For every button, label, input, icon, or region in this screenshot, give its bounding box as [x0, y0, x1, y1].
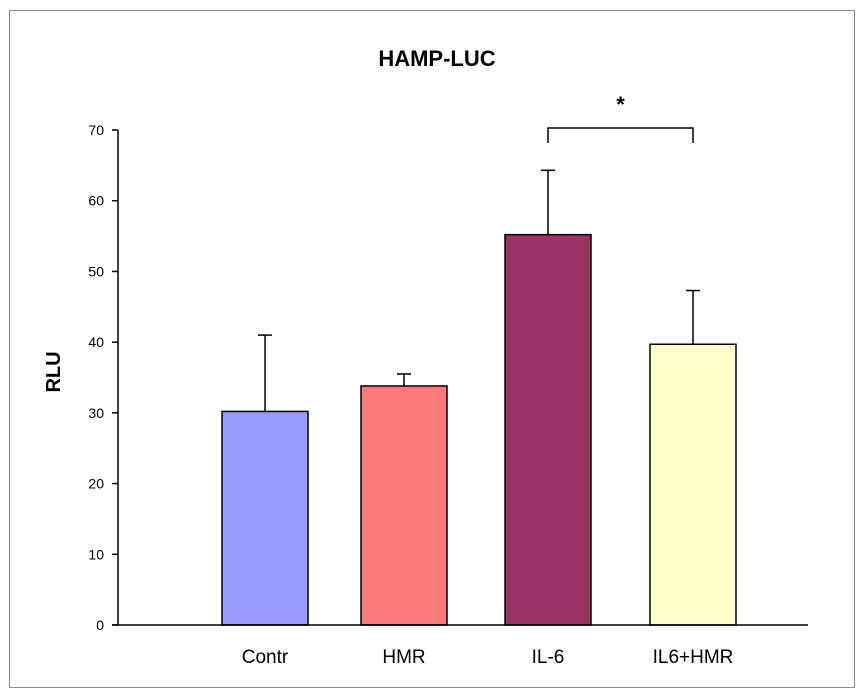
significance-layer: *	[547, 92, 694, 143]
y-tick-label: 60	[88, 193, 104, 209]
x-tick-label: IL6+HMR	[653, 647, 734, 668]
significance-marker: *	[616, 92, 625, 117]
axes-layer: Contr HMR IL-6 IL6+HMR 0 10 20 30 40 50 60 70	[88, 122, 808, 668]
bar-hmr	[360, 385, 448, 626]
significance-bracket	[547, 127, 694, 143]
y-tick-label: 0	[96, 617, 104, 633]
y-tick-label: 50	[88, 263, 104, 279]
y-tick-label: 30	[88, 405, 104, 421]
y-tick-label: 40	[88, 334, 104, 350]
bar-il6-hmr	[649, 343, 737, 626]
bar-contr	[221, 410, 309, 626]
x-tick-label: Contr	[242, 647, 289, 668]
x-tick-label: HMR	[382, 647, 425, 668]
y-tick-label: 20	[88, 476, 104, 492]
y-tick-label: 70	[88, 122, 104, 138]
x-tick-label: IL-6	[532, 647, 565, 668]
y-axis-label: RLU	[43, 351, 65, 392]
y-tick-label: 10	[88, 546, 104, 562]
bar-il-6	[504, 233, 592, 626]
chart-title: HAMP-LUC	[378, 46, 495, 71]
bars-layer	[221, 233, 737, 626]
error-bars-layer	[258, 169, 700, 412]
